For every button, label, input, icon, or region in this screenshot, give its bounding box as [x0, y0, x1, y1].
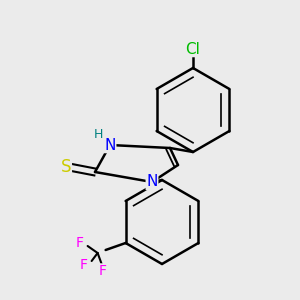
- Text: H: H: [93, 128, 103, 142]
- Text: F: F: [76, 236, 84, 250]
- Text: Cl: Cl: [186, 41, 200, 56]
- Text: F: F: [80, 258, 88, 272]
- Text: F: F: [99, 264, 106, 278]
- Text: N: N: [146, 175, 158, 190]
- Text: S: S: [61, 158, 71, 176]
- Text: N: N: [104, 137, 116, 152]
